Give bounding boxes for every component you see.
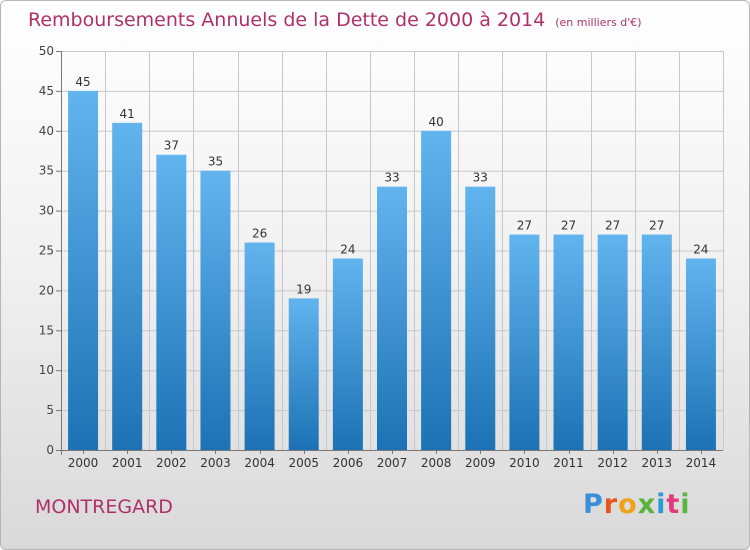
logo-letter: o <box>618 489 638 520</box>
value-label-2001: 41 <box>120 107 135 121</box>
commune-name: MONTREGARD <box>35 496 173 518</box>
logo-letter: r <box>603 489 619 520</box>
axes <box>56 51 723 455</box>
y-tick-label: 20 <box>39 283 54 297</box>
x-tick-label-2001: 2001 <box>112 456 143 470</box>
x-tick-label-2006: 2006 <box>333 456 364 470</box>
bar-2006 <box>332 258 363 450</box>
logo-letter: P <box>583 489 604 520</box>
value-label-2013: 27 <box>649 219 664 233</box>
y-tick-label: 40 <box>39 124 54 138</box>
x-tick-label-2012: 2012 <box>597 456 628 470</box>
chart-unit: (en milliers d'€) <box>555 16 642 29</box>
bar-2011 <box>553 234 584 450</box>
x-tick-label-2008: 2008 <box>421 456 452 470</box>
value-label-2009: 33 <box>473 171 488 185</box>
y-tick-label: 30 <box>39 204 54 218</box>
bar-2005 <box>288 298 319 450</box>
value-label-2003: 35 <box>208 155 223 169</box>
x-tick-label-2002: 2002 <box>156 456 187 470</box>
value-label-2014: 24 <box>693 242 708 256</box>
y-tick-label: 5 <box>46 403 54 417</box>
value-label-2012: 27 <box>605 219 620 233</box>
value-label-2005: 19 <box>296 282 311 296</box>
bar-2014 <box>685 258 716 450</box>
y-tick-label: 15 <box>39 323 54 337</box>
logo-letter: t <box>666 489 681 520</box>
value-label-2006: 24 <box>340 242 355 256</box>
x-tick-label-2004: 2004 <box>244 456 275 470</box>
bar-2003 <box>200 170 231 450</box>
x-tick-label-2010: 2010 <box>509 456 540 470</box>
value-label-2000: 45 <box>75 75 90 89</box>
value-label-2004: 26 <box>252 227 267 241</box>
bar-2010 <box>509 234 540 450</box>
y-tick-label: 0 <box>46 443 54 457</box>
chart-title-text: Remboursements Annuels de la Dette de 20… <box>28 9 546 31</box>
x-tick-label-2013: 2013 <box>642 456 673 470</box>
y-tick-label: 45 <box>39 84 54 98</box>
y-tick-label: 10 <box>39 363 54 377</box>
bar-2000 <box>68 90 99 451</box>
y-tick-label: 35 <box>39 164 54 178</box>
value-label-2011: 27 <box>561 219 576 233</box>
bar-2008 <box>421 130 452 451</box>
value-label-2002: 37 <box>164 139 179 153</box>
bar-2002 <box>156 154 187 451</box>
labels: 0 5 10 15 20 25 30 35 40 45 50 45 2000 41 2001 37 2002 35… <box>39 44 716 470</box>
logo-letter: i <box>656 489 667 520</box>
bar-2009 <box>465 186 496 450</box>
bar-2007 <box>377 186 407 450</box>
bars <box>68 90 716 451</box>
x-tick-label-2000: 2000 <box>68 456 99 470</box>
value-label-2010: 27 <box>517 219 532 233</box>
value-label-2008: 40 <box>428 115 443 129</box>
bar-2012 <box>597 234 628 450</box>
x-tick-label-2005: 2005 <box>288 456 319 470</box>
chart-title: Remboursements Annuels de la Dette de 20… <box>28 9 642 31</box>
x-tick-label-2014: 2014 <box>686 456 717 470</box>
logo-letter: i <box>680 489 691 520</box>
x-tick-label-2011: 2011 <box>553 456 584 470</box>
bar-2001 <box>112 122 143 450</box>
y-tick-label: 25 <box>39 244 54 258</box>
bar-2013 <box>641 234 672 450</box>
y-tick-label: 50 <box>39 44 54 58</box>
logo-letter: x <box>637 489 657 520</box>
x-tick-label-2009: 2009 <box>465 456 496 470</box>
x-tick-label-2007: 2007 <box>377 456 408 470</box>
proxiti-logo: Proxiti <box>583 489 691 520</box>
bar-2004 <box>244 242 275 450</box>
value-label-2007: 33 <box>384 171 399 185</box>
x-tick-label-2003: 2003 <box>200 456 231 470</box>
